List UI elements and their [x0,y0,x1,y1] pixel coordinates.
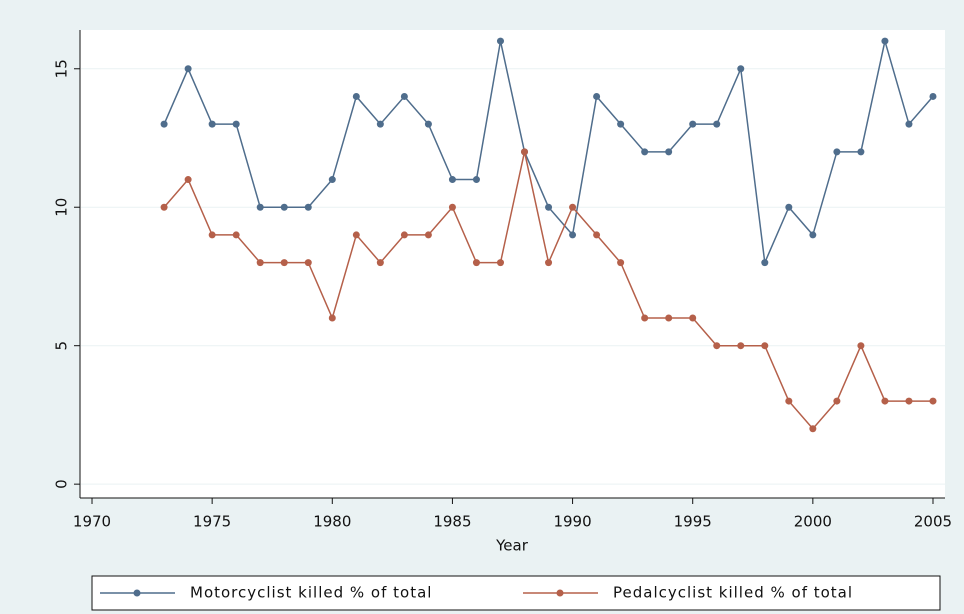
data-point [641,148,649,156]
data-point [833,148,841,156]
data-point [857,342,865,350]
x-tick-label: 1970 [73,513,111,531]
data-point [545,259,553,267]
x-axis-title: Year [495,537,529,555]
data-point [713,120,721,128]
data-point [569,231,577,239]
legend-marker [133,589,141,597]
data-point [424,231,432,239]
data-point [761,342,769,350]
data-point [617,120,625,128]
data-point [304,259,312,267]
data-point [593,231,601,239]
data-point [328,176,336,184]
data-point [400,231,408,239]
data-point [689,120,697,128]
data-point [905,120,913,128]
data-point [448,176,456,184]
y-tick-label: 5 [53,341,71,351]
data-point [809,231,817,239]
data-point [184,65,192,73]
data-point [881,397,889,405]
data-point [376,259,384,267]
x-tick-label: 1975 [193,513,231,531]
data-point [208,231,216,239]
x-tick-label: 1985 [433,513,471,531]
data-point [328,314,336,322]
data-point [569,203,577,211]
y-tick-label: 0 [53,479,71,489]
data-point [881,37,889,45]
data-point [689,314,697,322]
data-point [545,203,553,211]
data-point [208,120,216,128]
data-point [256,203,264,211]
data-point [376,120,384,128]
y-tick-label: 10 [53,198,71,217]
data-point [833,397,841,405]
data-point [280,259,288,267]
legend-label: Pedalcyclist killed % of total [613,584,853,602]
data-point [472,259,480,267]
data-point [160,120,168,128]
data-point [641,314,649,322]
data-point [256,259,264,267]
x-tick-label: 1995 [674,513,712,531]
legend [91,575,941,611]
x-tick-label: 2005 [914,513,952,531]
data-point [400,92,408,100]
data-point [785,397,793,405]
legend-label: Motorcyclist killed % of total [190,584,432,602]
data-point [448,203,456,211]
data-point [424,120,432,128]
x-tick-label: 2000 [794,513,832,531]
data-point [593,92,601,100]
data-point [929,92,937,100]
data-point [472,176,480,184]
data-point [521,148,529,156]
data-point [304,203,312,211]
y-tick-label: 15 [53,59,71,78]
data-point [665,148,673,156]
data-point [617,259,625,267]
data-point [496,259,504,267]
data-point [665,314,673,322]
data-point [713,342,721,350]
legend-marker [556,589,564,597]
plot-area [80,30,945,498]
data-point [232,120,240,128]
data-point [737,65,745,73]
data-point [905,397,913,405]
x-tick-label: 1990 [553,513,591,531]
data-point [929,397,937,405]
data-point [496,37,504,45]
data-point [184,176,192,184]
data-point [352,92,360,100]
data-point [761,259,769,267]
data-point [857,148,865,156]
data-point [809,425,817,433]
data-point [232,231,240,239]
data-point [160,203,168,211]
data-point [785,203,793,211]
data-point [280,203,288,211]
data-point [352,231,360,239]
x-tick-label: 1980 [313,513,351,531]
data-point [737,342,745,350]
